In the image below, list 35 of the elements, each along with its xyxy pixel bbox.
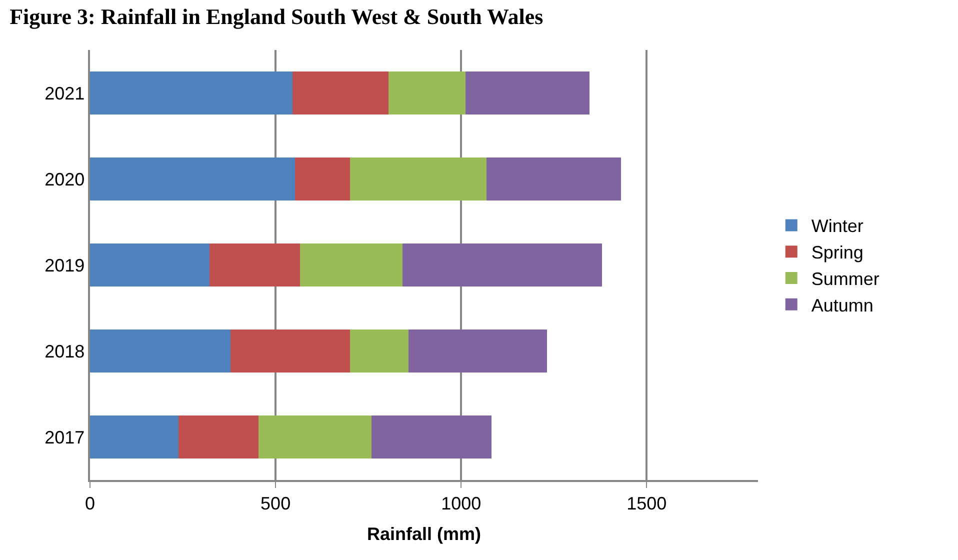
chart-title: Figure 3: Rainfall in England South West & South Wales (10, 4, 544, 29)
bar (178, 416, 258, 458)
bar (295, 158, 350, 200)
bar (292, 72, 389, 114)
bar (230, 330, 350, 372)
legend-label: Summer (811, 269, 880, 290)
y-tick-label: 2018 (44, 341, 85, 362)
bar (90, 158, 296, 200)
bar (300, 244, 402, 286)
legend-label: Winter (811, 216, 864, 236)
x-axis-title: Rainfall (mm) (366, 524, 482, 544)
bar (90, 330, 231, 372)
bar (90, 72, 292, 114)
bar (408, 330, 548, 372)
bar (402, 244, 602, 286)
bar (210, 244, 300, 286)
bar (466, 72, 590, 114)
bar (371, 416, 492, 458)
y-tick-label: 2020 (44, 169, 85, 190)
bar (388, 72, 466, 114)
bar (350, 158, 487, 200)
x-tick-label: 1000 (441, 493, 482, 514)
y-tick-label: 2019 (44, 255, 85, 276)
y-tick-label: 2017 (44, 427, 85, 448)
x-tick-label: 0 (84, 493, 96, 514)
x-tick-label: 500 (260, 493, 291, 514)
bar (90, 244, 210, 286)
bar (258, 416, 372, 458)
bar (486, 158, 622, 200)
bar (90, 416, 179, 458)
y-tick-label: 2021 (44, 83, 85, 104)
x-tick-label: 1500 (626, 493, 667, 514)
bar (350, 330, 408, 372)
legend-label: Autumn (811, 295, 874, 316)
legend-label: Spring (811, 242, 864, 263)
